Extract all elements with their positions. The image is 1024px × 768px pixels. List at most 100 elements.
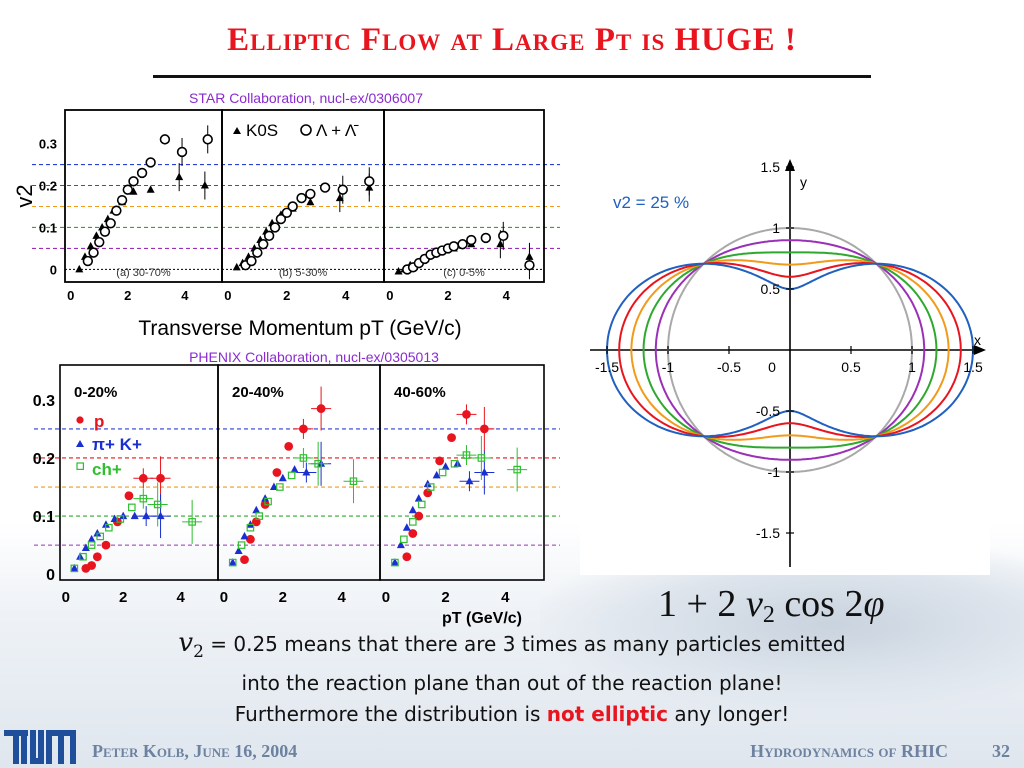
data-point	[240, 531, 249, 540]
data-point	[390, 558, 399, 566]
legend-marker	[76, 416, 84, 424]
slide-title: Elliptic Flow at Large Pt is HUGE !	[227, 22, 797, 58]
data-point	[409, 518, 417, 526]
data-point	[432, 470, 441, 479]
data-point	[479, 424, 489, 434]
data-point	[138, 473, 148, 483]
data-point	[146, 185, 155, 193]
data-point	[153, 500, 162, 509]
x-axis-arrow	[974, 345, 986, 355]
x-axis-label: pT (GeV/c)	[442, 610, 522, 627]
data-point	[246, 523, 255, 532]
curve	[630, 259, 950, 441]
star-chart-svg: STAR Collaboration, nucl-ex/0306007 (a) 3…	[12, 90, 567, 340]
legend-marker	[233, 127, 241, 134]
y-tick-label: 0.2	[33, 451, 55, 468]
data-point	[462, 451, 471, 459]
title-rule	[153, 75, 871, 78]
data-point	[272, 468, 282, 477]
data-point	[299, 424, 308, 434]
y-axis-label: y	[800, 174, 807, 190]
caption-line-3-prefix: Furthermore the distribution is	[234, 702, 547, 727]
data-point	[122, 184, 134, 195]
legend-label: ch+	[92, 460, 122, 479]
data-point	[88, 247, 99, 258]
data-point	[435, 456, 445, 466]
data-point	[414, 511, 424, 521]
panel-label: (b) 5-30%	[279, 267, 328, 279]
page-number: 32	[992, 741, 1010, 761]
caption-line-3: Furthermore the distribution is not elli…	[0, 699, 1024, 730]
data-point	[263, 230, 275, 242]
data-point	[417, 500, 426, 509]
x-tick-label: 4	[501, 589, 510, 606]
x-tick-label: 0	[62, 589, 70, 606]
data-point	[447, 433, 456, 443]
data-point	[450, 459, 459, 468]
data-point	[524, 260, 535, 271]
y-tick-label: 1.5	[761, 159, 781, 175]
data-point	[175, 172, 184, 181]
caption-line-3-suffix: any longer!	[668, 702, 790, 727]
data-point	[316, 404, 326, 413]
data-point	[252, 247, 263, 258]
data-point	[364, 176, 375, 187]
curve	[654, 239, 926, 461]
data-point	[480, 468, 489, 476]
y-tick-label: 0	[46, 567, 55, 584]
data-point	[128, 503, 136, 512]
data-point	[466, 234, 477, 246]
y-tick-label: 0.3	[39, 137, 57, 152]
data-point	[87, 541, 96, 549]
data-point	[276, 483, 284, 491]
data-point	[86, 241, 95, 250]
y-tick-label: 1	[772, 220, 780, 236]
data-point	[335, 193, 344, 202]
legend-marker	[76, 462, 85, 471]
phenix-chart-svg: PHENIX Collaboration, nucl-ex/0305013 0-2…	[33, 349, 567, 627]
data-point	[202, 134, 213, 145]
data-point	[111, 205, 122, 216]
data-point	[159, 134, 171, 145]
data-point	[448, 241, 460, 252]
x-tick-label: 0.5	[841, 359, 861, 375]
y-axis-label: v2	[12, 184, 37, 207]
data-point	[284, 441, 294, 451]
chart-title: STAR Collaboration, nucl-ex/0306007	[189, 90, 423, 106]
y-tick-label: 0.3	[33, 393, 55, 410]
data-point	[513, 465, 521, 474]
x-tick-label: 4	[181, 288, 189, 303]
data-point	[314, 459, 322, 468]
caption-v: v	[178, 628, 194, 658]
y-axis-arrow	[785, 159, 795, 171]
data-point	[337, 184, 348, 195]
caption-v-sub: 2	[193, 642, 204, 663]
caption-line-1-text: = 0.25 means that there are 3 times as m…	[203, 632, 846, 656]
data-point	[128, 176, 139, 187]
star-chart: STAR Collaboration, nucl-ex/0306007 (a) 3…	[0, 85, 567, 345]
data-point	[96, 532, 105, 541]
data-point	[176, 146, 188, 158]
legend-marker	[76, 440, 84, 447]
caption-line-1: v2 = 0.25 means that there are 3 times a…	[0, 628, 1024, 668]
data-point	[246, 255, 257, 267]
data-point	[240, 555, 249, 565]
data-point	[402, 552, 412, 562]
data-point	[414, 494, 423, 502]
data-point	[477, 454, 486, 462]
data-point	[116, 515, 125, 523]
formula: 1 + 2 v2 cos 2φ	[658, 583, 885, 628]
panel-label: (c) 0-5%	[443, 267, 485, 279]
x-tick-label: 4	[503, 288, 511, 303]
panel-frame	[379, 364, 545, 581]
legend-label: π+ K+	[92, 435, 142, 454]
data-point	[136, 167, 148, 179]
x-tick-label: -1.5	[595, 359, 619, 375]
legend-label: Λ + Λ̄	[316, 121, 359, 140]
data-point	[156, 473, 165, 483]
data-point	[92, 552, 102, 562]
y-tick-label: 0	[50, 262, 57, 277]
x-tick-label: 2	[444, 288, 451, 303]
data-point	[296, 192, 307, 204]
data-point	[237, 541, 246, 549]
